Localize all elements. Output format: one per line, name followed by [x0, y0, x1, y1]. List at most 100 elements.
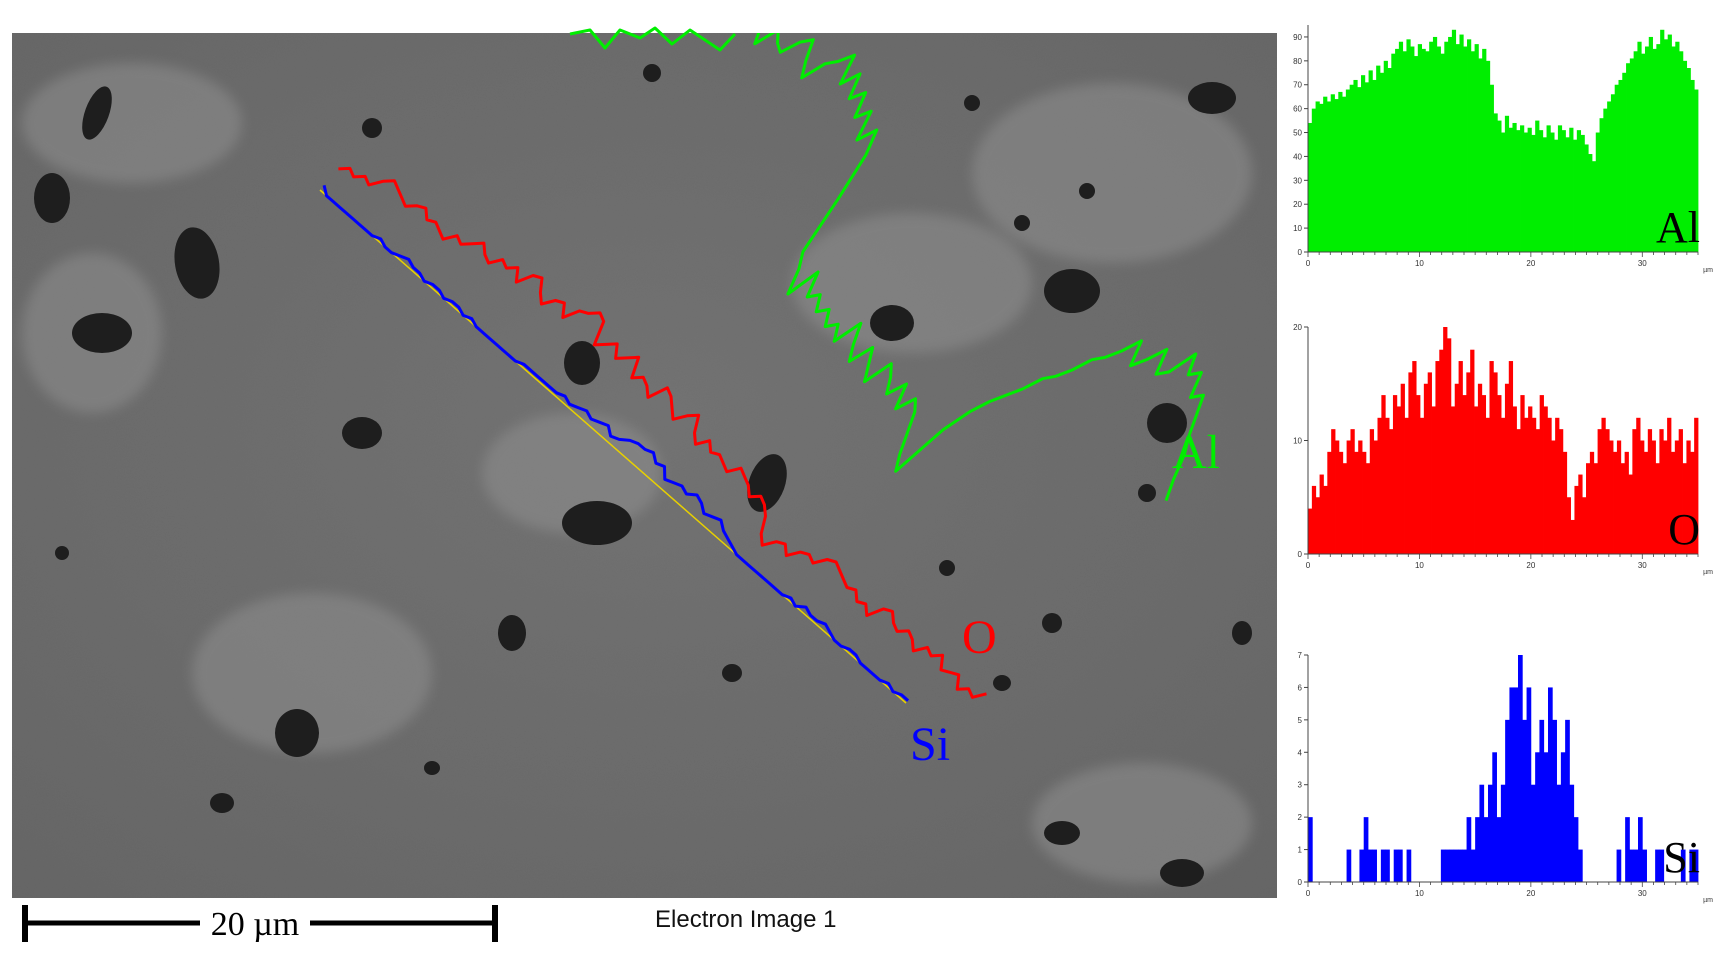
o-bar	[1474, 406, 1479, 554]
al-bar	[1576, 130, 1582, 252]
si-bar	[1445, 849, 1450, 882]
o-bar	[1613, 451, 1618, 554]
al-bar	[1690, 79, 1695, 253]
y-tick-label: 40	[1293, 152, 1302, 161]
al-bar	[1603, 108, 1608, 252]
si-bar	[1505, 719, 1510, 882]
o-bar	[1439, 349, 1444, 554]
x-tick-label: 20	[1526, 561, 1535, 570]
o-bar	[1323, 485, 1328, 554]
o-bar	[1419, 417, 1425, 554]
y-tick-label: 0	[1298, 550, 1303, 559]
x-unit-label: µm	[1703, 267, 1713, 274]
al-bar	[1675, 41, 1680, 253]
o-bar	[1647, 429, 1653, 554]
al-bar	[1588, 154, 1593, 252]
o-bar	[1423, 383, 1429, 554]
o-bar	[1686, 440, 1691, 554]
o-bar	[1365, 463, 1371, 554]
o-bar	[1489, 361, 1494, 554]
o-bar	[1431, 406, 1436, 554]
y-tick-label: 30	[1293, 176, 1302, 185]
y-tick-label: 90	[1293, 33, 1302, 42]
al-bar	[1629, 58, 1635, 253]
x-tick-label: 10	[1415, 259, 1424, 268]
x-tick-label: 0	[1306, 561, 1311, 570]
al-bar	[1554, 139, 1559, 252]
si-bar	[1556, 784, 1562, 882]
o-bar	[1354, 451, 1359, 554]
o-bar	[1497, 395, 1502, 554]
al-trace	[753, 33, 1205, 502]
al-bar	[1326, 101, 1332, 253]
o-bar	[1501, 417, 1506, 554]
o-bar	[1570, 519, 1575, 554]
o-bar	[1385, 417, 1390, 554]
al-bar	[1485, 60, 1491, 253]
o-bar	[1400, 383, 1405, 554]
al-bar	[1573, 139, 1578, 252]
al-bar	[1436, 46, 1441, 253]
scale-bar-label: 20 µm	[211, 906, 300, 943]
al-panel-label: Al	[1656, 203, 1700, 252]
al-bar	[1508, 127, 1513, 252]
al-bar	[1364, 82, 1369, 252]
al-bar	[1448, 36, 1453, 253]
o-bar	[1381, 395, 1386, 554]
al-bar	[1391, 53, 1396, 252]
al-bar	[1395, 48, 1400, 252]
al-bar	[1663, 39, 1669, 253]
al-bar	[1667, 34, 1672, 252]
al-bar	[1478, 58, 1483, 253]
y-tick-label: 5	[1298, 716, 1303, 725]
al-bar	[1584, 144, 1589, 252]
al-bar	[1542, 137, 1547, 252]
al-bar	[1599, 118, 1604, 252]
al-bar	[1440, 53, 1445, 252]
si-linescan-chart: 0 1 2 3 4 5 6 7 0 10 20 30 µm Si	[1298, 651, 1714, 904]
si-bar	[1638, 817, 1643, 882]
o-bar	[1358, 440, 1363, 554]
o-bar	[1558, 429, 1564, 554]
si-bar	[1530, 784, 1536, 882]
si-bar	[1655, 849, 1660, 882]
al-bar	[1459, 34, 1464, 252]
si-bar	[1488, 784, 1493, 882]
o-bar	[1593, 463, 1598, 554]
al-trace-overflow	[569, 26, 737, 52]
al-bar	[1641, 53, 1646, 252]
al-bar	[1474, 44, 1479, 253]
al-bar	[1387, 68, 1392, 252]
y-tick-label: 7	[1298, 651, 1303, 660]
overlay-label-si: Si	[910, 718, 950, 771]
x-tick-label: 0	[1306, 889, 1311, 898]
o-bar	[1636, 417, 1641, 554]
scan-line	[319, 189, 907, 704]
si-bar	[1560, 752, 1566, 882]
y-tick-label: 10	[1293, 224, 1302, 233]
surface-ridges	[22, 63, 1252, 883]
al-bar	[1607, 101, 1612, 253]
si-bar	[1509, 687, 1515, 882]
al-bar	[1406, 39, 1411, 253]
al-bar	[1361, 75, 1366, 253]
y-tick-label: 20	[1293, 200, 1302, 209]
si-bar	[1629, 849, 1635, 882]
o-bar	[1616, 440, 1622, 554]
x-tick-label: 10	[1415, 561, 1424, 570]
o-bar	[1528, 406, 1533, 554]
o-bar	[1620, 463, 1626, 554]
al-bar	[1383, 60, 1388, 253]
o-bar	[1643, 451, 1649, 554]
si-bar	[1453, 849, 1459, 882]
al-bar	[1432, 36, 1438, 253]
y-tick-label: 10	[1293, 437, 1302, 446]
al-bar	[1561, 130, 1566, 252]
al-bar	[1425, 51, 1430, 252]
al-bar	[1504, 115, 1510, 252]
al-bar	[1342, 96, 1347, 253]
o-bar	[1597, 429, 1602, 554]
o-bar	[1443, 327, 1448, 554]
o-bar	[1311, 485, 1317, 554]
o-bar	[1609, 440, 1614, 554]
